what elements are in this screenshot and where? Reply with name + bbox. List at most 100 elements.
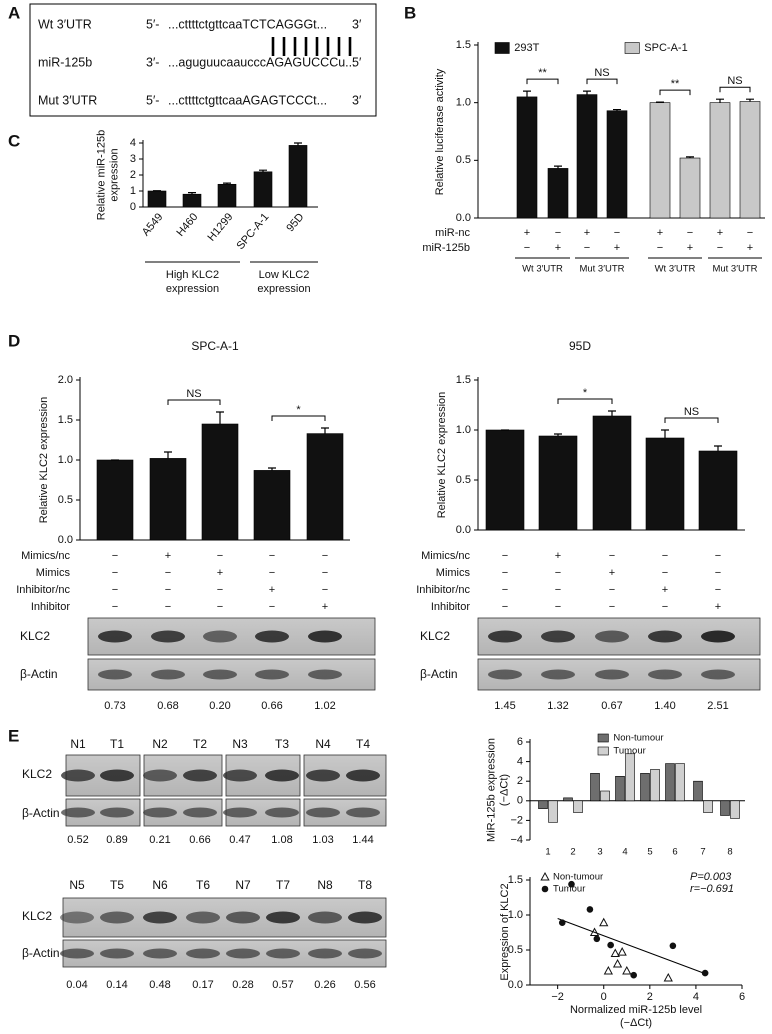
band-label: β-Actin xyxy=(20,667,58,681)
band xyxy=(203,630,237,643)
lane-label: T2 xyxy=(193,737,207,751)
condition-mark: − xyxy=(662,601,668,613)
bar xyxy=(665,763,675,802)
condition-mark: + xyxy=(747,242,753,254)
x-tick-label: 6 xyxy=(672,847,677,858)
x-axis-label: Normalized miR-125b level xyxy=(570,1004,702,1016)
band-label: β-Actin xyxy=(22,806,60,820)
seq: ...cttttctgttcaaAGAGTCCCt... xyxy=(168,93,327,107)
seq-prefix: 3′- xyxy=(146,55,159,69)
condition-mark: − xyxy=(662,550,668,562)
y-tick-label: 0 xyxy=(130,201,136,213)
band xyxy=(61,807,95,818)
seq: ...cttttctgttcaaTCTCAGGGt... xyxy=(168,17,327,31)
error-bar xyxy=(554,433,562,436)
y-tick-label: 3 xyxy=(130,153,136,165)
quant: 0.57 xyxy=(272,979,293,991)
band-label: β-Actin xyxy=(420,667,458,681)
band xyxy=(306,769,340,782)
bar xyxy=(547,168,569,219)
y-tick-label: −2 xyxy=(510,814,523,826)
bar xyxy=(698,450,738,531)
y-tick-label: 0.0 xyxy=(456,524,471,536)
bar xyxy=(548,800,558,823)
y-tick-label: 0.5 xyxy=(456,474,471,486)
legend-swatch xyxy=(494,42,510,54)
lane-label: N6 xyxy=(152,878,168,892)
sig-label: * xyxy=(583,387,588,399)
band xyxy=(346,807,380,818)
quant: 2.51 xyxy=(707,700,728,712)
bar xyxy=(201,423,239,541)
lane-label: T3 xyxy=(275,737,289,751)
condition-mark: − xyxy=(502,567,508,579)
bar xyxy=(538,435,578,531)
condition-mark: − xyxy=(322,550,328,562)
legend-marker xyxy=(541,885,549,893)
sig-label: * xyxy=(296,404,301,416)
condition-mark: + xyxy=(614,242,620,254)
error-bar xyxy=(164,451,172,459)
point xyxy=(593,935,601,943)
band xyxy=(60,911,94,924)
row-label: miR-125b xyxy=(38,55,92,69)
condition-mark: − xyxy=(112,550,118,562)
point xyxy=(701,969,709,977)
band xyxy=(541,630,575,643)
band xyxy=(541,669,575,680)
error-bar xyxy=(746,98,754,102)
band xyxy=(701,630,735,643)
bar xyxy=(485,429,525,531)
condition-mark: − xyxy=(217,584,223,596)
condition-mark: + xyxy=(165,550,171,562)
lane-label: T7 xyxy=(276,878,290,892)
lane-label: N3 xyxy=(232,737,248,751)
error-bar xyxy=(259,169,267,172)
sig-label: ** xyxy=(538,67,547,79)
condition-mark: + xyxy=(555,242,561,254)
condition-mark: − xyxy=(662,567,668,579)
bar xyxy=(675,763,685,802)
y-tick-label: 0 xyxy=(517,795,523,807)
error-bar xyxy=(583,90,591,95)
y-axis-label: Relative luciferase activity xyxy=(434,68,446,195)
quant: 0.04 xyxy=(66,979,87,991)
condition-mark: − xyxy=(322,567,328,579)
lane-label: T8 xyxy=(358,878,372,892)
quant: 0.21 xyxy=(149,834,170,846)
y-tick-label: 1.0 xyxy=(456,424,471,436)
panel-label: E xyxy=(8,726,19,745)
band xyxy=(226,948,260,959)
condition-mark: + xyxy=(555,550,561,562)
x-tick-label: 3 xyxy=(597,847,602,858)
point xyxy=(617,947,627,956)
condition-mark: − xyxy=(165,567,171,579)
legend-label: Tumour xyxy=(553,884,585,895)
y-axis-label: expression xyxy=(108,148,120,201)
condition-mark: − xyxy=(555,227,561,239)
quant: 1.45 xyxy=(494,700,515,712)
condition-mark: − xyxy=(555,584,561,596)
y-tick-label: 4 xyxy=(130,137,136,149)
band xyxy=(98,669,132,680)
bar xyxy=(650,769,660,802)
quant: 1.44 xyxy=(352,834,373,846)
band xyxy=(255,669,289,680)
band-label: β-Actin xyxy=(22,946,60,960)
group-label: Mut 3′UTR xyxy=(579,264,624,275)
band xyxy=(186,911,220,924)
y-tick-label: 2.0 xyxy=(58,374,73,386)
band xyxy=(346,769,380,782)
y-tick-label: 0.0 xyxy=(58,534,73,546)
seq-prefix: 5′- xyxy=(146,17,159,31)
point xyxy=(603,965,613,975)
condition-mark: + xyxy=(657,227,663,239)
bar xyxy=(625,753,635,802)
panel-label: A xyxy=(8,3,20,22)
x-tick-label: 4 xyxy=(693,991,699,1003)
bar xyxy=(640,773,650,802)
condition-mark: + xyxy=(524,227,530,239)
condition-label: Inhibitor/nc xyxy=(416,584,470,596)
bar xyxy=(538,800,548,809)
